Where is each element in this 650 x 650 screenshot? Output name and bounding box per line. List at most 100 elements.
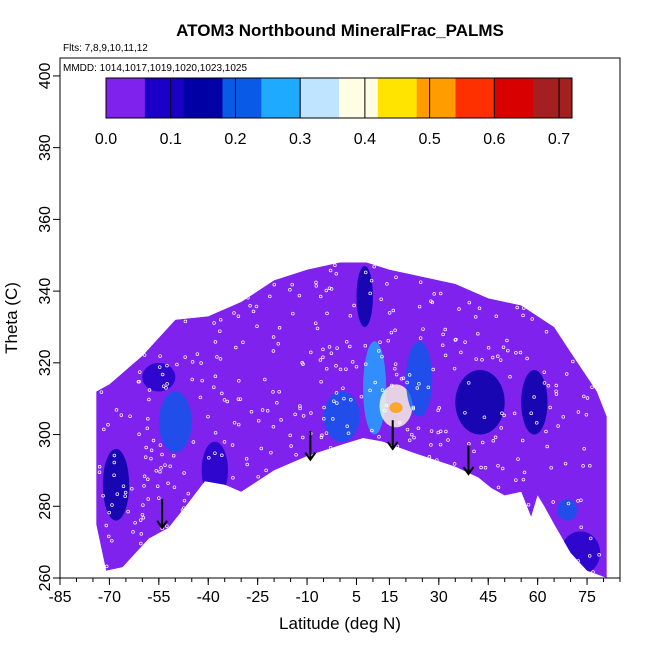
sample-point	[473, 315, 478, 319]
sample-point	[394, 372, 399, 377]
sample-point	[218, 357, 223, 361]
sample-point	[399, 377, 404, 381]
flight-arrow-head-0	[156, 520, 168, 530]
sample-point	[329, 351, 334, 355]
sample-point	[349, 397, 353, 402]
sample-point	[454, 337, 458, 342]
sample-point	[212, 321, 216, 325]
sample-point	[186, 491, 191, 496]
sample-point	[102, 427, 106, 432]
sample-point	[99, 390, 104, 394]
sample-point	[213, 430, 218, 435]
sample-point	[215, 355, 219, 359]
x-axis-label: Latitude (deg N)	[279, 614, 401, 633]
sample-point	[377, 349, 381, 353]
x-tick-label: 5	[352, 589, 361, 606]
feature-2	[201, 441, 228, 500]
sample-point	[463, 410, 467, 415]
sample-point	[110, 503, 114, 507]
flights-note: Flts: 7,8,9,10,11,12	[63, 43, 148, 54]
sample-point	[318, 294, 323, 299]
sample-point	[319, 435, 324, 440]
sample-point	[277, 389, 281, 394]
sample-point	[344, 367, 348, 371]
y-tick-label: 400	[37, 62, 54, 89]
sample-point	[393, 366, 397, 371]
sample-point	[325, 311, 329, 316]
sample-point	[137, 370, 142, 374]
sample-point	[544, 330, 549, 334]
x-tick-label: -25	[246, 589, 269, 606]
sample-point	[165, 382, 169, 386]
sample-point	[352, 303, 356, 308]
y-axis: 260 280 300 320 340 360 380 400	[37, 62, 60, 591]
colorbar-swatch	[494, 78, 534, 118]
colorbar-swatch	[183, 78, 223, 118]
sample-point	[444, 429, 448, 434]
sample-points	[97, 263, 601, 574]
sample-point	[166, 481, 170, 486]
sample-point	[151, 438, 156, 443]
colorbar-swatch	[416, 78, 456, 118]
y-tick-label: 300	[37, 421, 54, 448]
x-tick-label: -40	[197, 589, 220, 606]
sample-point	[271, 390, 275, 394]
sample-point	[272, 282, 277, 287]
sample-point	[380, 354, 384, 359]
sample-point	[106, 423, 110, 427]
sample-point	[119, 413, 124, 417]
sample-point	[172, 485, 177, 489]
sample-point	[236, 422, 241, 427]
colorbar: 0.0 0.1 0.2 0.3 0.4 0.5 0.6 0.7	[95, 77, 573, 148]
sample-point	[133, 520, 137, 525]
x-tick-label: 45	[479, 589, 497, 606]
sample-point	[160, 452, 164, 457]
sample-point	[579, 525, 583, 530]
sample-point	[288, 433, 292, 438]
colorbar-tick-label: 0.5	[418, 131, 440, 148]
sample-point	[486, 346, 491, 350]
sample-point	[143, 455, 148, 459]
sample-point	[123, 490, 128, 495]
sample-point	[443, 353, 448, 358]
sample-point	[585, 396, 590, 400]
sample-point	[321, 355, 325, 360]
sample-point	[163, 463, 167, 467]
sample-point	[334, 271, 339, 276]
y-tick-label: 280	[37, 493, 54, 520]
sample-point	[584, 413, 589, 417]
sample-point	[525, 356, 529, 361]
sample-point	[467, 442, 471, 446]
sample-point	[146, 497, 150, 501]
colorbar-swatch	[455, 78, 495, 118]
sample-point	[191, 440, 196, 444]
sample-point	[544, 429, 548, 434]
sample-point	[490, 355, 495, 360]
sample-point	[324, 366, 329, 371]
x-tick-label: 15	[381, 589, 399, 606]
sample-point	[545, 444, 549, 449]
sample-point	[114, 408, 119, 412]
x-tick-label: -10	[295, 589, 318, 606]
sample-point	[335, 346, 339, 350]
sample-point	[157, 496, 161, 500]
sample-point	[328, 268, 333, 273]
sample-point	[401, 376, 406, 381]
sample-point	[213, 340, 218, 344]
sample-point	[288, 288, 292, 292]
sample-point	[415, 386, 420, 390]
sample-point	[232, 421, 237, 425]
sample-point	[438, 291, 443, 296]
x-axis: -85 -70 -55 -40 -25 -10 5 15 30 45 60 75	[48, 578, 621, 606]
sample-point	[139, 532, 144, 536]
sample-point	[554, 383, 559, 388]
sample-point	[516, 457, 520, 461]
sample-point	[354, 364, 359, 369]
sample-point	[480, 440, 485, 445]
sample-point	[576, 499, 580, 503]
sample-point	[329, 287, 334, 291]
sample-point	[158, 443, 163, 447]
sample-point	[532, 395, 536, 399]
sample-point	[443, 327, 447, 332]
sample-point	[238, 397, 243, 401]
